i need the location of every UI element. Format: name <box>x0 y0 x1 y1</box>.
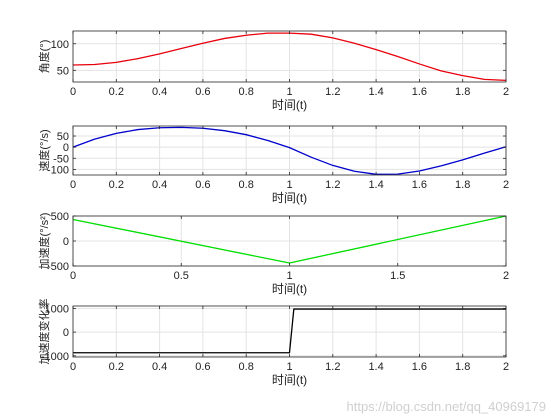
x-tick-label: 0.4 <box>152 361 167 373</box>
x-tick-label: 1.6 <box>412 179 427 191</box>
y-tick-label: 50 <box>57 65 69 77</box>
x-tick-label: 1.8 <box>455 179 470 191</box>
x-tick-label: 0.4 <box>152 179 167 191</box>
x-tick-label: 1.4 <box>368 179 383 191</box>
x-tick-label: 1.8 <box>455 86 470 98</box>
x-tick-label: 1.8 <box>455 361 470 373</box>
watermark: https://blog.csdn.net/qq_40969179 <box>346 399 547 414</box>
x-tick-label: 1.5 <box>390 270 405 282</box>
x-tick-label: 1.2 <box>325 361 340 373</box>
y-tick-label: -50 <box>53 153 69 165</box>
x-tick-label: 0.6 <box>195 86 210 98</box>
x-tick-label: 2 <box>503 179 509 191</box>
y-axis-label: 加速度变化率 <box>37 299 51 365</box>
y-tick-label: 0 <box>63 142 69 154</box>
x-tick-label: 0.8 <box>239 361 254 373</box>
x-tick-label: 0.2 <box>109 86 124 98</box>
x-axis-label: 时间(t) <box>272 98 307 112</box>
series-line-1 <box>73 308 506 354</box>
x-tick-label: 0.8 <box>239 179 254 191</box>
y-tick-label: 0 <box>63 236 69 248</box>
y-tick-label: 0 <box>63 327 69 339</box>
x-tick-label: 1 <box>286 270 292 282</box>
x-tick-label: 0 <box>70 179 76 191</box>
chart-panel-1: 0 0.2 0.4 0.6 0.8 1 1.2 1.4 1.6 1.8 2 50 100 时间(t) 角度(… <box>37 30 509 112</box>
x-tick-label: 1.2 <box>325 179 340 191</box>
y-tick-label: 500 <box>51 211 69 223</box>
y-tick-label: -500 <box>47 261 69 273</box>
y-tick-label: 50 <box>57 131 69 143</box>
x-tick-label: 0.4 <box>152 86 167 98</box>
x-axis-label: 时间(t) <box>272 373 307 387</box>
x-tick-label: 1 <box>286 361 292 373</box>
x-tick-label: 2 <box>503 86 509 98</box>
y-tick-label: 100 <box>51 39 69 51</box>
y-tick-label: -100 <box>47 164 69 176</box>
x-tick-label: 2 <box>503 361 509 373</box>
x-axis-label: 时间(t) <box>272 282 307 296</box>
x-tick-label: 1.6 <box>412 86 427 98</box>
x-tick-label: 0.2 <box>109 361 124 373</box>
x-tick-label: 0.2 <box>109 179 124 191</box>
y-axis-label: 角度(°) <box>37 40 51 74</box>
x-tick-label: 0.6 <box>195 179 210 191</box>
x-tick-label: 0.8 <box>239 86 254 98</box>
chart-panel-4: 0 0.2 0.4 0.6 0.8 1 1.2 1.4 1.6 1.8 2-100001000时间(… <box>37 299 509 388</box>
x-tick-label: 1.4 <box>368 86 383 98</box>
x-tick-label: 0.6 <box>195 361 210 373</box>
x-axis-label: 时间(t) <box>272 191 307 205</box>
y-tick-label: 1000 <box>45 303 69 315</box>
x-tick-label: 1.2 <box>325 86 340 98</box>
x-tick-label: 0.5 <box>174 270 189 282</box>
y-axis-label: 加速度(°/s²) <box>37 213 51 270</box>
chart-panel-2: 0 0.2 0.4 0.6 0.8 1 1.2 1.4 1.6 1.8 2-100-50050时间(… <box>37 125 509 205</box>
x-tick-label: 0 <box>70 86 76 98</box>
x-tick-label: 1 <box>286 86 292 98</box>
series-line-1 <box>72 126 507 175</box>
x-tick-label: 0 <box>70 270 76 282</box>
x-tick-label: 2 <box>503 270 509 282</box>
x-tick-label: 1.6 <box>412 361 427 373</box>
y-axis-label: 速度(°/s) <box>37 129 51 171</box>
x-tick-label: 0 <box>70 361 76 373</box>
y-tick-label: -1000 <box>41 351 69 363</box>
x-tick-label: 1.4 <box>368 361 383 373</box>
x-tick-label: 1 <box>286 179 292 191</box>
